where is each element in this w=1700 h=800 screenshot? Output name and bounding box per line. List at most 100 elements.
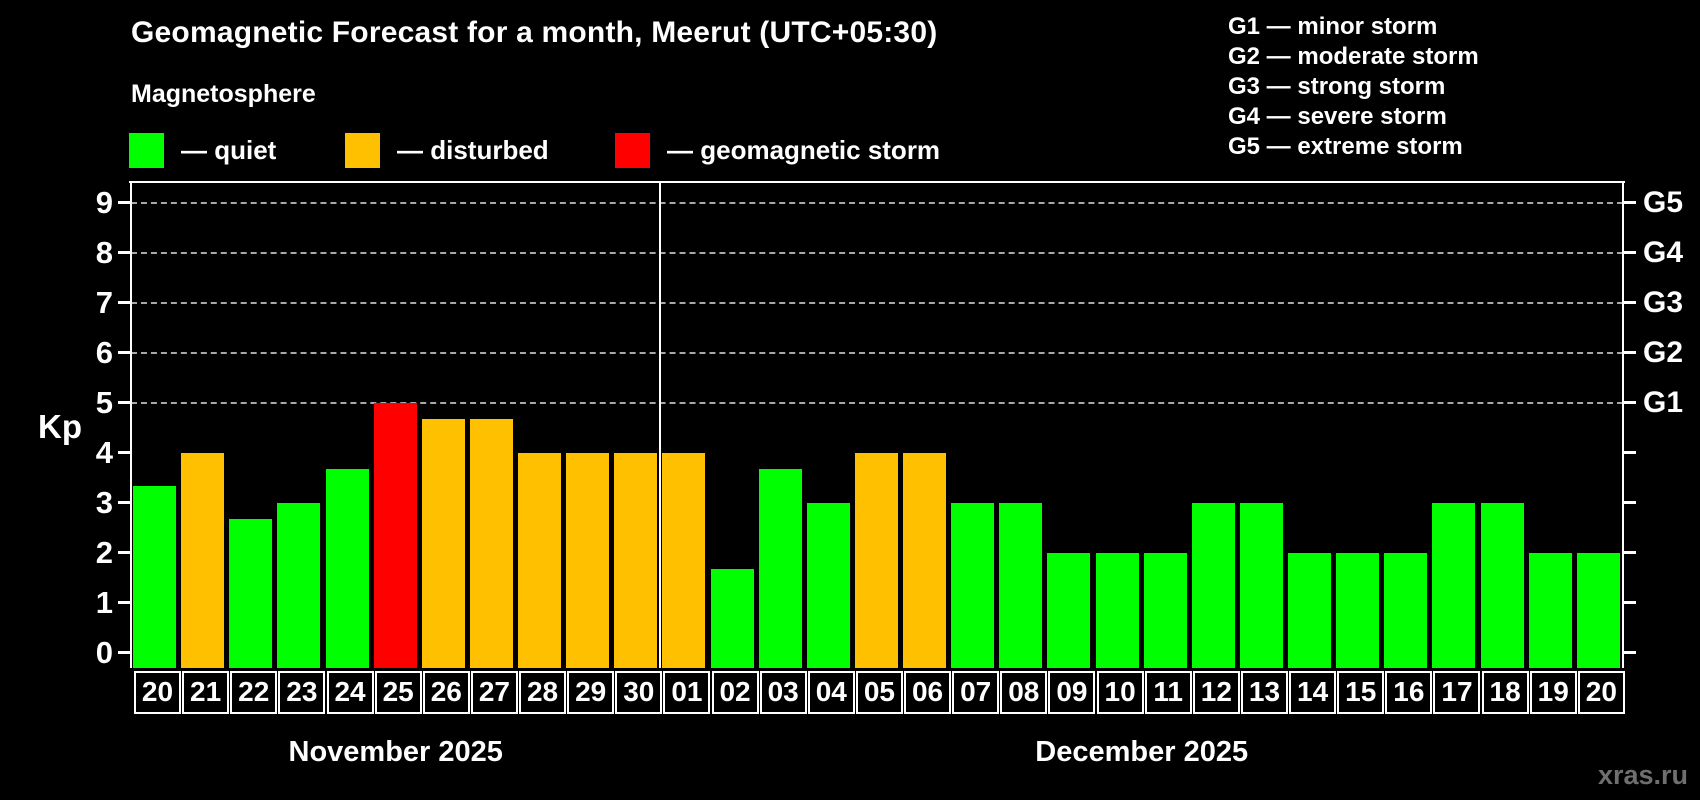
right-tick-7	[1623, 301, 1636, 305]
date-cell: 15	[1337, 671, 1385, 714]
legend-label-quiet: — quiet	[181, 135, 277, 165]
kp-bar	[758, 469, 802, 668]
date-cell: 29	[567, 671, 615, 714]
date-cell: 20	[1577, 671, 1625, 714]
date-cell: 20	[134, 671, 181, 714]
kp-bar	[903, 452, 947, 668]
y-tick-4	[118, 451, 131, 455]
date-cell: 11	[1144, 671, 1192, 714]
gridline-kp8	[131, 251, 1623, 254]
kp-bar	[1143, 552, 1187, 668]
storm-scale-legend: G1 — minor storm G2 — moderate storm G3 …	[1228, 12, 1479, 162]
kp-bar	[1528, 552, 1572, 668]
kp-bar	[662, 452, 706, 668]
storm-scale-g5: G5 — extreme storm	[1228, 133, 1463, 160]
right-tick-3	[1623, 501, 1636, 505]
month-axis: November 2025 December 2025	[131, 736, 1623, 770]
gridline-kp6	[131, 351, 1623, 354]
date-cell: 25	[374, 671, 422, 714]
legend-label-storm: — geomagnetic storm	[667, 135, 941, 165]
month-label-0: November 2025	[288, 736, 503, 768]
legend-item-storm: — geomagnetic storm	[615, 133, 940, 168]
date-cell: 02	[711, 671, 759, 714]
gridline-kp9	[131, 201, 1623, 204]
date-cell: 08	[1000, 671, 1048, 714]
y-tick-7	[118, 301, 131, 305]
date-cell: 05	[855, 671, 903, 714]
kp-bar	[999, 502, 1043, 668]
legend-label-disturbed: — disturbed	[397, 135, 549, 165]
watermark: xras.ru	[1597, 760, 1688, 790]
date-cell: 24	[326, 671, 374, 714]
right-tick-4	[1623, 451, 1636, 455]
date-cell: 26	[422, 671, 470, 714]
kp-bar	[421, 419, 465, 668]
date-cell: 13	[1240, 671, 1288, 714]
y-tick-5	[118, 401, 131, 405]
kp-bar	[469, 419, 513, 668]
month-separator-line	[659, 183, 662, 668]
kp-bar	[133, 486, 176, 668]
kp-bar	[1288, 552, 1332, 668]
gridline-kp5	[131, 401, 1623, 404]
kp-bar	[614, 452, 658, 668]
y-tick-label-4: 4	[95, 434, 113, 470]
plot-top-border	[129, 181, 1625, 183]
right-tick-5	[1623, 401, 1636, 405]
kp-bar	[325, 469, 369, 668]
kp-bar	[181, 452, 225, 668]
date-cell: 22	[230, 671, 278, 714]
date-cell: 28	[519, 671, 567, 714]
g-level-label-g5: G5	[1643, 185, 1684, 219]
g-level-label-g2: G2	[1643, 335, 1684, 369]
right-tick-6	[1623, 351, 1636, 355]
magnetosphere-label: Magnetosphere	[131, 80, 316, 108]
date-axis: 20 21 22 23 24 25 26 27 28 29 30 01 02 03 04 05 06 07 08 09…	[131, 671, 1625, 714]
date-cell: 16	[1385, 671, 1433, 714]
y-tick-label-9: 9	[95, 184, 113, 220]
kp-bar	[373, 402, 417, 668]
right-tick-0	[1623, 651, 1636, 655]
y-tick-label-5: 5	[95, 384, 113, 420]
kp-bar	[1095, 552, 1139, 668]
disturbed-color-swatch	[345, 133, 380, 168]
gridline-kp7	[131, 301, 1623, 304]
date-cell: 12	[1192, 671, 1240, 714]
kp-bar	[518, 452, 562, 668]
legend-item-disturbed: — disturbed	[345, 133, 549, 168]
plot-area: 0 1 2 3 4 5 6 7 8 9 G1 G2 G3 G4 G5	[96, 181, 1683, 670]
date-cell: 10	[1096, 671, 1144, 714]
date-cell: 04	[807, 671, 855, 714]
date-cell: 06	[904, 671, 952, 714]
y-tick-9	[118, 201, 131, 205]
storm-scale-g4: G4 — severe storm	[1228, 103, 1447, 130]
date-cell: 18	[1481, 671, 1529, 714]
y-tick-6	[118, 351, 131, 355]
storm-scale-g2: G2 — moderate storm	[1228, 43, 1479, 70]
date-cell: 07	[952, 671, 1000, 714]
kp-bar	[1576, 552, 1620, 668]
storm-scale-g3: G3 — strong storm	[1228, 73, 1446, 100]
date-cell: 21	[182, 671, 230, 714]
kp-bar	[1047, 552, 1091, 668]
right-axis-line	[1622, 183, 1624, 668]
y-tick-label-3: 3	[95, 484, 113, 520]
y-tick-label-1: 1	[95, 584, 113, 620]
y-tick-3	[118, 501, 131, 505]
date-cell: 17	[1433, 671, 1481, 714]
y-axis-line	[130, 183, 132, 668]
kp-bar	[806, 502, 850, 668]
kp-bar	[1480, 502, 1524, 668]
kp-bar	[1384, 552, 1428, 668]
y-tick-label-7: 7	[95, 284, 113, 320]
kp-bar	[566, 452, 610, 668]
kp-bar	[277, 502, 321, 668]
y-tick-label-8: 8	[95, 234, 113, 270]
y-tick-label-2: 2	[95, 534, 113, 570]
date-cell: 23	[278, 671, 326, 714]
storm-scale-g1: G1 — minor storm	[1228, 13, 1438, 40]
y-tick-2	[118, 551, 131, 555]
date-cell: 14	[1289, 671, 1337, 714]
date-cell: 19	[1529, 671, 1577, 714]
y-tick-label-0: 0	[95, 634, 113, 670]
